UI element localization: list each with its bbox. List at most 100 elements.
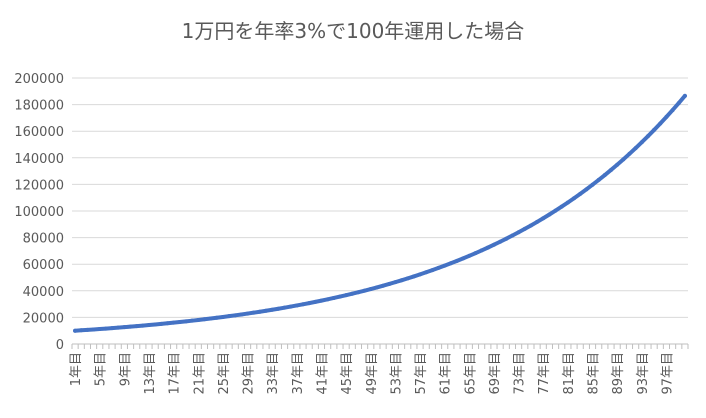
data-point	[498, 239, 503, 244]
data-point	[461, 256, 466, 261]
data-point	[553, 208, 558, 213]
x-tick-label: 13年目	[143, 352, 158, 395]
data-point	[436, 265, 441, 270]
x-tick-label: 9年目	[118, 352, 133, 386]
x-tick-label: 41年目	[315, 352, 330, 395]
data-point	[670, 108, 675, 113]
data-point	[559, 204, 564, 209]
x-tick-label: 45年目	[340, 352, 355, 395]
data-point	[362, 288, 367, 293]
data-point	[572, 196, 577, 201]
data-point	[565, 200, 570, 205]
data-point	[183, 319, 188, 324]
data-point	[344, 293, 349, 298]
data-point	[411, 274, 416, 279]
data-point	[473, 251, 478, 256]
data-point	[331, 295, 336, 300]
series	[73, 93, 687, 333]
data-point	[159, 321, 164, 326]
data-point	[264, 308, 269, 313]
data-point	[504, 236, 509, 241]
data-point	[313, 299, 318, 304]
data-point	[208, 316, 213, 321]
y-tick-label: 160000	[14, 125, 64, 140]
data-point	[319, 298, 324, 303]
x-tick-label: 73年目	[513, 352, 528, 395]
x-tick-label: 1年目	[69, 352, 84, 386]
y-tick-label: 100000	[14, 205, 64, 220]
x-tick-label: 49年目	[365, 352, 380, 395]
data-point	[448, 261, 453, 266]
data-point	[645, 134, 650, 139]
y-tick-label: 180000	[14, 99, 64, 114]
data-point	[134, 324, 139, 329]
x-tick-label: 21年目	[192, 352, 207, 395]
data-point	[547, 212, 552, 217]
data-point	[639, 140, 644, 145]
x-tick-label: 53年目	[389, 352, 404, 395]
data-point	[467, 253, 472, 258]
data-point	[405, 276, 410, 281]
data-point	[682, 93, 687, 98]
data-point	[368, 287, 373, 292]
y-tick-label: 80000	[23, 232, 64, 247]
data-point	[239, 312, 244, 317]
data-point	[633, 146, 638, 151]
data-point	[202, 317, 207, 322]
chart-title: 1万円を年率3%で100年運用した場合	[182, 19, 525, 43]
data-point	[658, 121, 663, 126]
data-point	[325, 297, 330, 302]
data-point	[510, 233, 515, 238]
data-point	[485, 245, 490, 250]
data-point	[171, 320, 176, 325]
data-point	[399, 278, 404, 283]
x-tick-label: 85年目	[587, 352, 602, 395]
data-point	[196, 317, 201, 322]
data-point	[110, 326, 115, 331]
data-point	[578, 191, 583, 196]
data-point	[140, 323, 145, 328]
data-point	[602, 173, 607, 178]
data-point	[165, 321, 170, 326]
y-axis: 0 20000 40000 60000 80000 100000 120000 140000 1…	[14, 72, 64, 353]
x-tick-label: 37年目	[291, 352, 306, 395]
x-axis: 1年目 5年目 9年目 13年目 17年目 21年目 25年目 29年目 33年目 37年目 41年…	[69, 344, 689, 395]
data-point	[528, 223, 533, 228]
data-point	[350, 291, 355, 296]
x-tick-label: 93年目	[636, 352, 651, 395]
data-point	[381, 283, 386, 288]
x-tick-label: 57年目	[414, 352, 429, 395]
data-point	[535, 219, 540, 224]
data-point	[430, 268, 435, 273]
data-point	[387, 281, 392, 286]
data-point	[374, 285, 379, 290]
data-point	[282, 305, 287, 310]
data-point	[190, 318, 195, 323]
data-point	[270, 307, 275, 312]
data-point	[91, 327, 96, 332]
data-point	[664, 114, 669, 119]
data-point	[97, 327, 102, 332]
data-point	[621, 157, 626, 162]
data-point	[424, 270, 429, 275]
data-point	[245, 311, 250, 316]
y-tick-label: 120000	[14, 178, 64, 193]
data-point	[251, 310, 256, 315]
data-point	[479, 248, 484, 253]
data-point	[177, 320, 182, 325]
gridlines	[72, 77, 688, 345]
data-point	[455, 258, 459, 263]
y-tick-label: 0	[56, 338, 64, 353]
series-line	[73, 93, 687, 333]
data-point	[418, 272, 423, 277]
x-tick-label: 89年目	[611, 352, 626, 395]
data-point	[79, 328, 84, 333]
data-point	[288, 304, 293, 309]
y-tick-label: 140000	[14, 152, 64, 167]
data-point	[596, 177, 601, 182]
data-point	[214, 315, 219, 320]
data-point	[442, 263, 447, 268]
data-point	[103, 326, 108, 331]
